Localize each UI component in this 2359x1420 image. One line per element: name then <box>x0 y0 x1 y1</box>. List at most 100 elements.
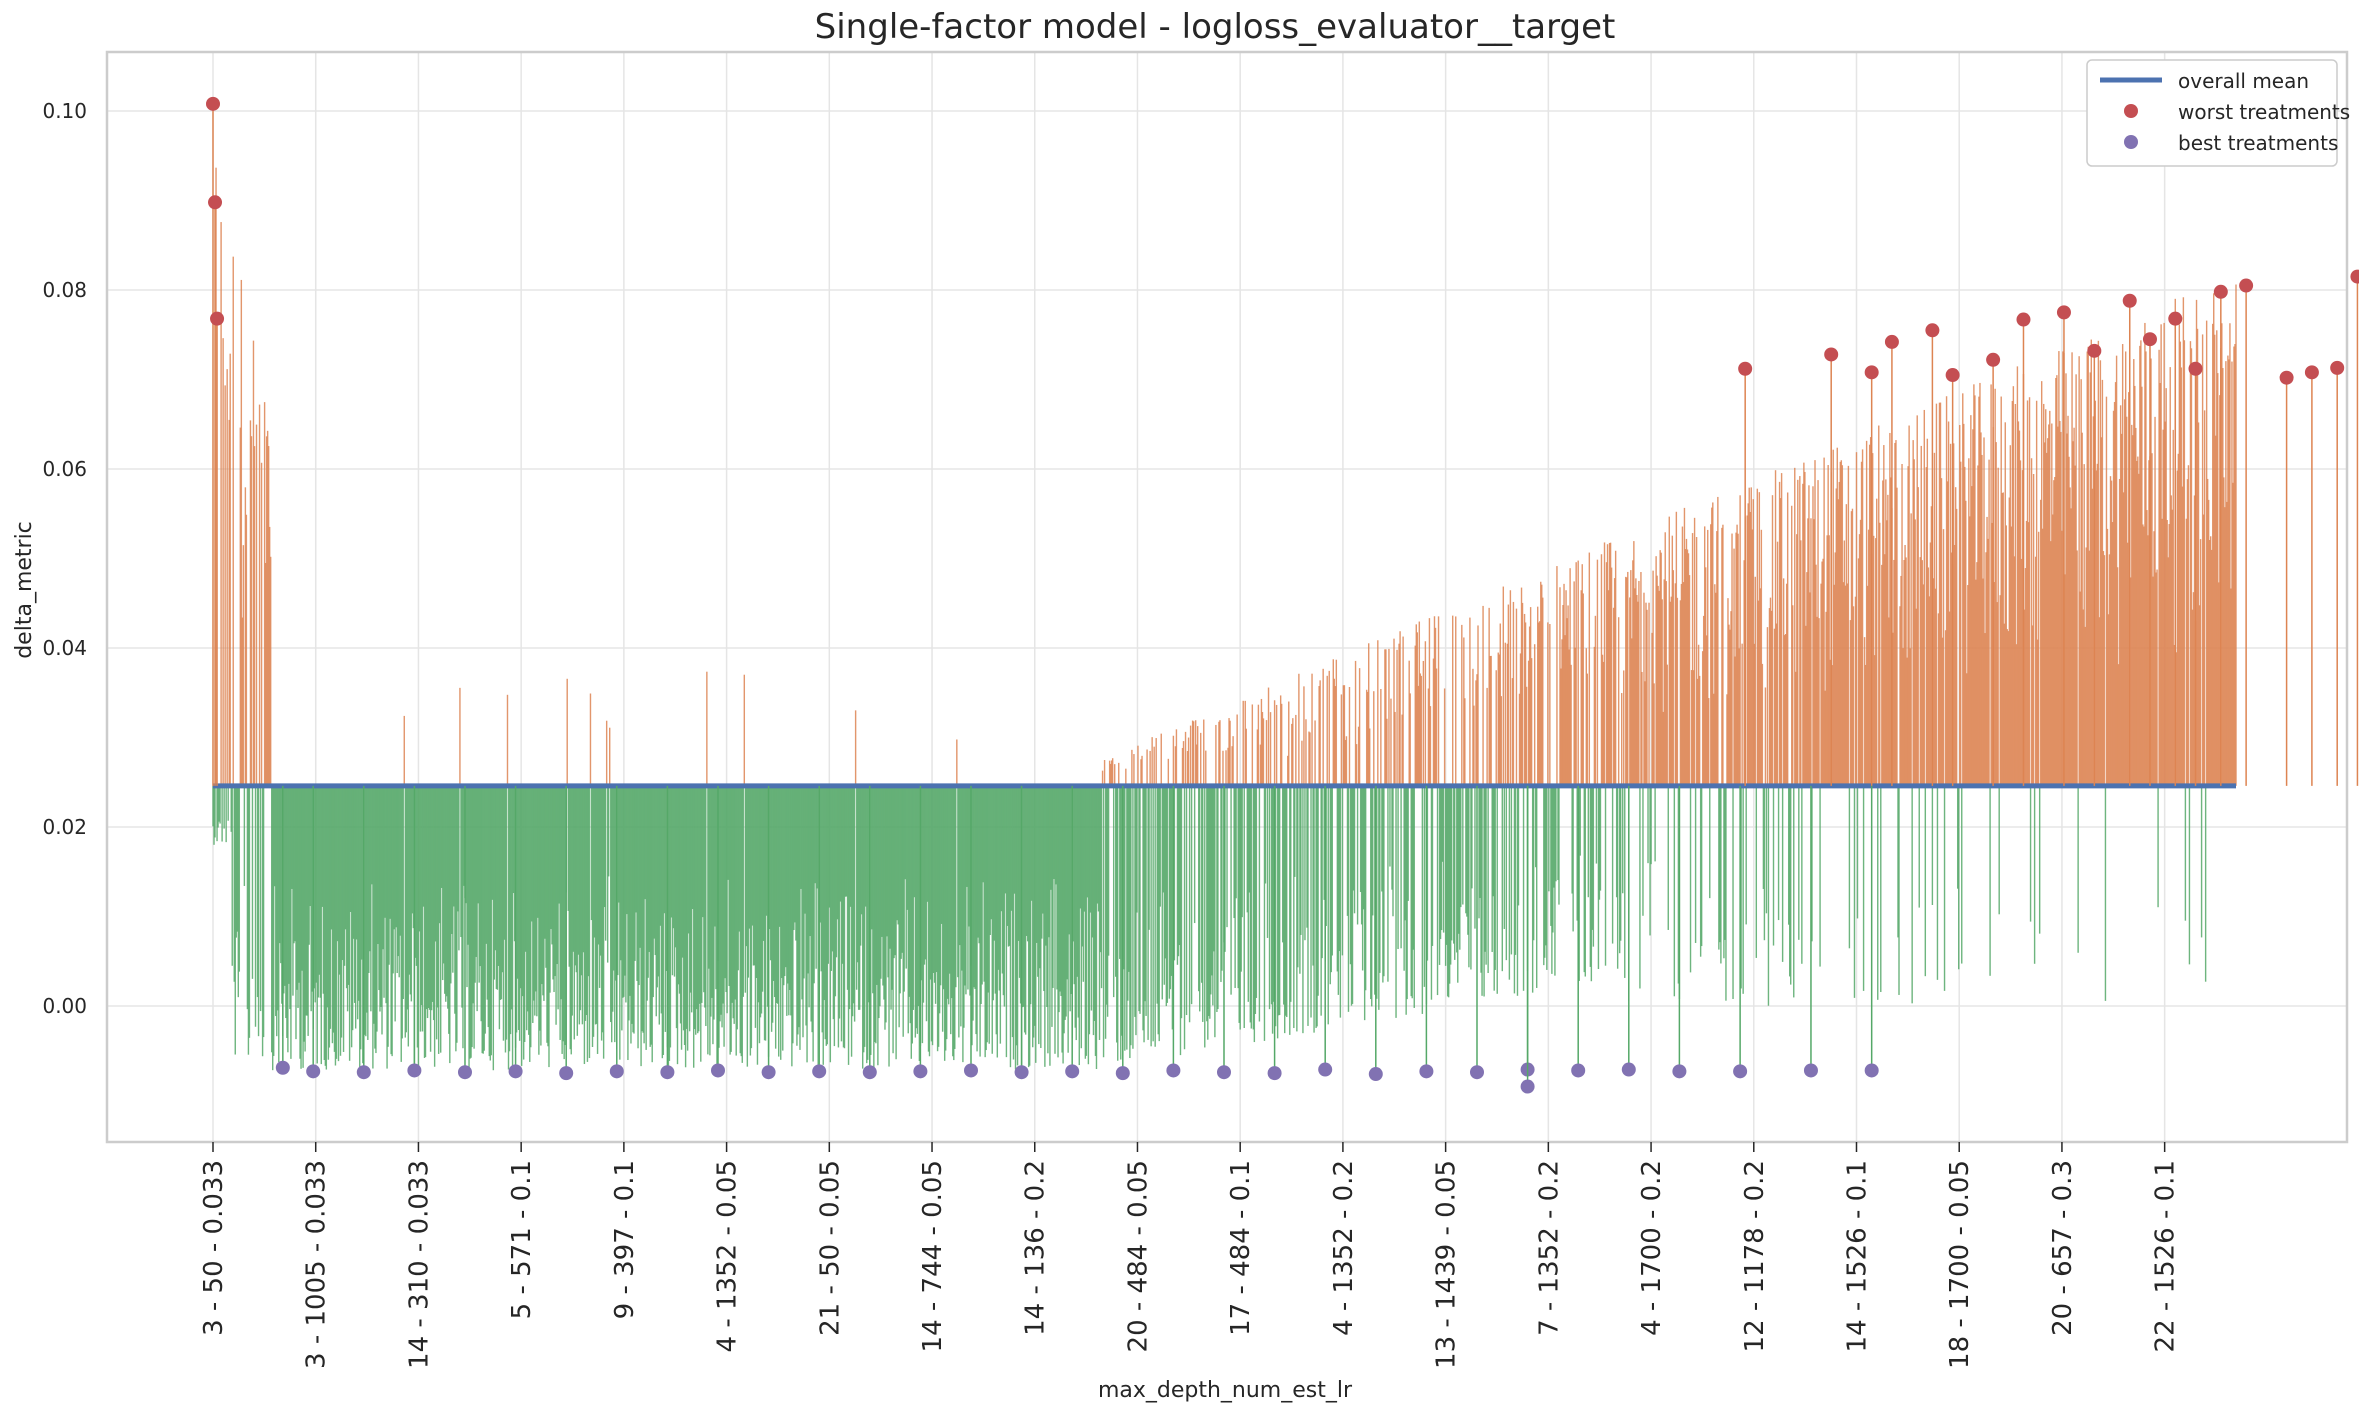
treatment-bar <box>1765 785 1768 914</box>
treatment-bar <box>2052 514 2054 786</box>
x-tick-label: 21 - 50 - 0.05 <box>815 1160 845 1336</box>
treatment-bar <box>1211 785 1213 976</box>
treatment-bar <box>1061 785 1063 1053</box>
treatment-bar <box>1575 562 1577 786</box>
x-tick-label: 4 - 1352 - 0.05 <box>713 1160 743 1352</box>
treatment-bar <box>483 785 485 1051</box>
treatment-bar <box>347 785 350 985</box>
treatment-bar <box>1846 583 1849 786</box>
treatment-bar <box>1747 503 1749 786</box>
treatment-bar <box>2056 375 2058 786</box>
treatment-bar <box>2029 785 2032 922</box>
treatment-bar <box>1647 785 1649 864</box>
treatment-bar <box>1974 395 1976 786</box>
treatment-bar <box>2070 508 2072 786</box>
treatment-bar <box>1231 746 1233 786</box>
treatment-bar <box>1475 680 1477 786</box>
treatment-bar <box>546 785 548 1043</box>
treatment-bar <box>1491 785 1493 952</box>
treatment-bar <box>1622 785 1624 894</box>
treatment-bar <box>1494 785 1496 970</box>
treatment-bar <box>1548 785 1550 892</box>
treatment-bar <box>1524 622 1527 786</box>
treatment-bar <box>870 785 872 1055</box>
treatment-bar <box>2197 422 2200 786</box>
treatment-bar <box>1617 617 1620 786</box>
treatment-bar <box>1420 675 1423 786</box>
treatment-bar <box>1969 516 1971 786</box>
treatment-bar <box>1809 592 1811 786</box>
treatment-bar <box>321 785 324 907</box>
treatment-bar <box>1546 785 1548 970</box>
treatment-bar <box>1653 683 1655 786</box>
treatment-bar <box>1881 564 1883 786</box>
treatment-bar <box>1539 621 1541 786</box>
treatment-bar <box>1163 785 1165 985</box>
treatment-bar <box>2116 567 2119 786</box>
treatment-bar <box>842 785 845 1048</box>
treatment-bar <box>1448 785 1451 984</box>
treatment-bar <box>1814 460 1816 786</box>
treatment-bar <box>1930 506 1933 786</box>
treatment-bar <box>993 785 995 941</box>
treatment-bar <box>1706 635 1708 786</box>
treatment-bar <box>580 785 583 976</box>
treatment-bar <box>1842 582 1845 786</box>
treatment-bar <box>1009 785 1012 1068</box>
treatment-bar <box>1850 511 1853 786</box>
treatment-bar <box>1833 584 1835 786</box>
treatment-bar <box>2018 430 2021 786</box>
treatment-bar <box>414 785 417 958</box>
treatment-bar <box>1907 466 1909 786</box>
treatment-bar <box>462 785 464 1049</box>
treatment-bar <box>1019 785 1022 1004</box>
treatment-bar <box>801 785 803 1000</box>
treatment-bar <box>2008 497 2011 786</box>
treatment-bar <box>340 785 343 1038</box>
treatment-bar <box>1040 785 1042 1049</box>
treatment-bar <box>1701 651 1704 786</box>
treatment-bar <box>628 785 630 1021</box>
y-tick-label: 0.08 <box>42 278 87 302</box>
y-tick-label: 0.04 <box>42 636 87 660</box>
treatment-bar <box>1411 785 1413 999</box>
points-layer <box>206 96 2359 1094</box>
treatment-bar <box>718 785 720 1048</box>
treatment-bar <box>1988 459 1990 786</box>
treatment-bar <box>1813 519 1815 786</box>
treatment-bar <box>1872 535 1875 786</box>
treatment-bar <box>844 785 847 897</box>
treatment-bar <box>1315 785 1317 1028</box>
treatment-bar <box>1393 638 1395 786</box>
treatment-bar <box>1013 785 1016 894</box>
treatment-bar <box>894 785 896 956</box>
treatment-bar <box>421 785 424 1032</box>
treatment-bar <box>2021 470 2024 786</box>
treatment-bar <box>1580 590 1582 786</box>
treatment-bar <box>1559 587 1561 786</box>
treatment-bar <box>1855 452 1858 786</box>
treatment-bar <box>1899 606 1901 786</box>
treatment-bar <box>1350 785 1353 1006</box>
treatment-bar <box>1766 627 1769 786</box>
treatment-bar <box>573 785 575 1040</box>
treatment-bar <box>1300 785 1302 935</box>
treatment-bar <box>1763 785 1766 941</box>
treatment-bar <box>1856 785 1859 919</box>
treatment-bar <box>2186 479 2189 786</box>
treatment-bar <box>1203 719 1205 786</box>
treatment-bar <box>1694 785 1697 943</box>
treatment-bar <box>240 279 243 786</box>
treatment-bar <box>1080 785 1083 1049</box>
treatment-bar <box>1673 785 1676 997</box>
treatment-bar <box>906 785 908 910</box>
treatment-bar <box>1729 629 1731 786</box>
treatment-bar <box>2135 427 2137 786</box>
treatment-bar <box>688 785 691 1032</box>
treatment-bar <box>253 446 256 786</box>
treatment-bar <box>1331 785 1333 956</box>
treatment-bar <box>1661 599 1663 786</box>
treatment-bar <box>509 785 512 1035</box>
treatment-bar <box>305 785 307 1016</box>
treatment-bar <box>2004 422 2006 786</box>
